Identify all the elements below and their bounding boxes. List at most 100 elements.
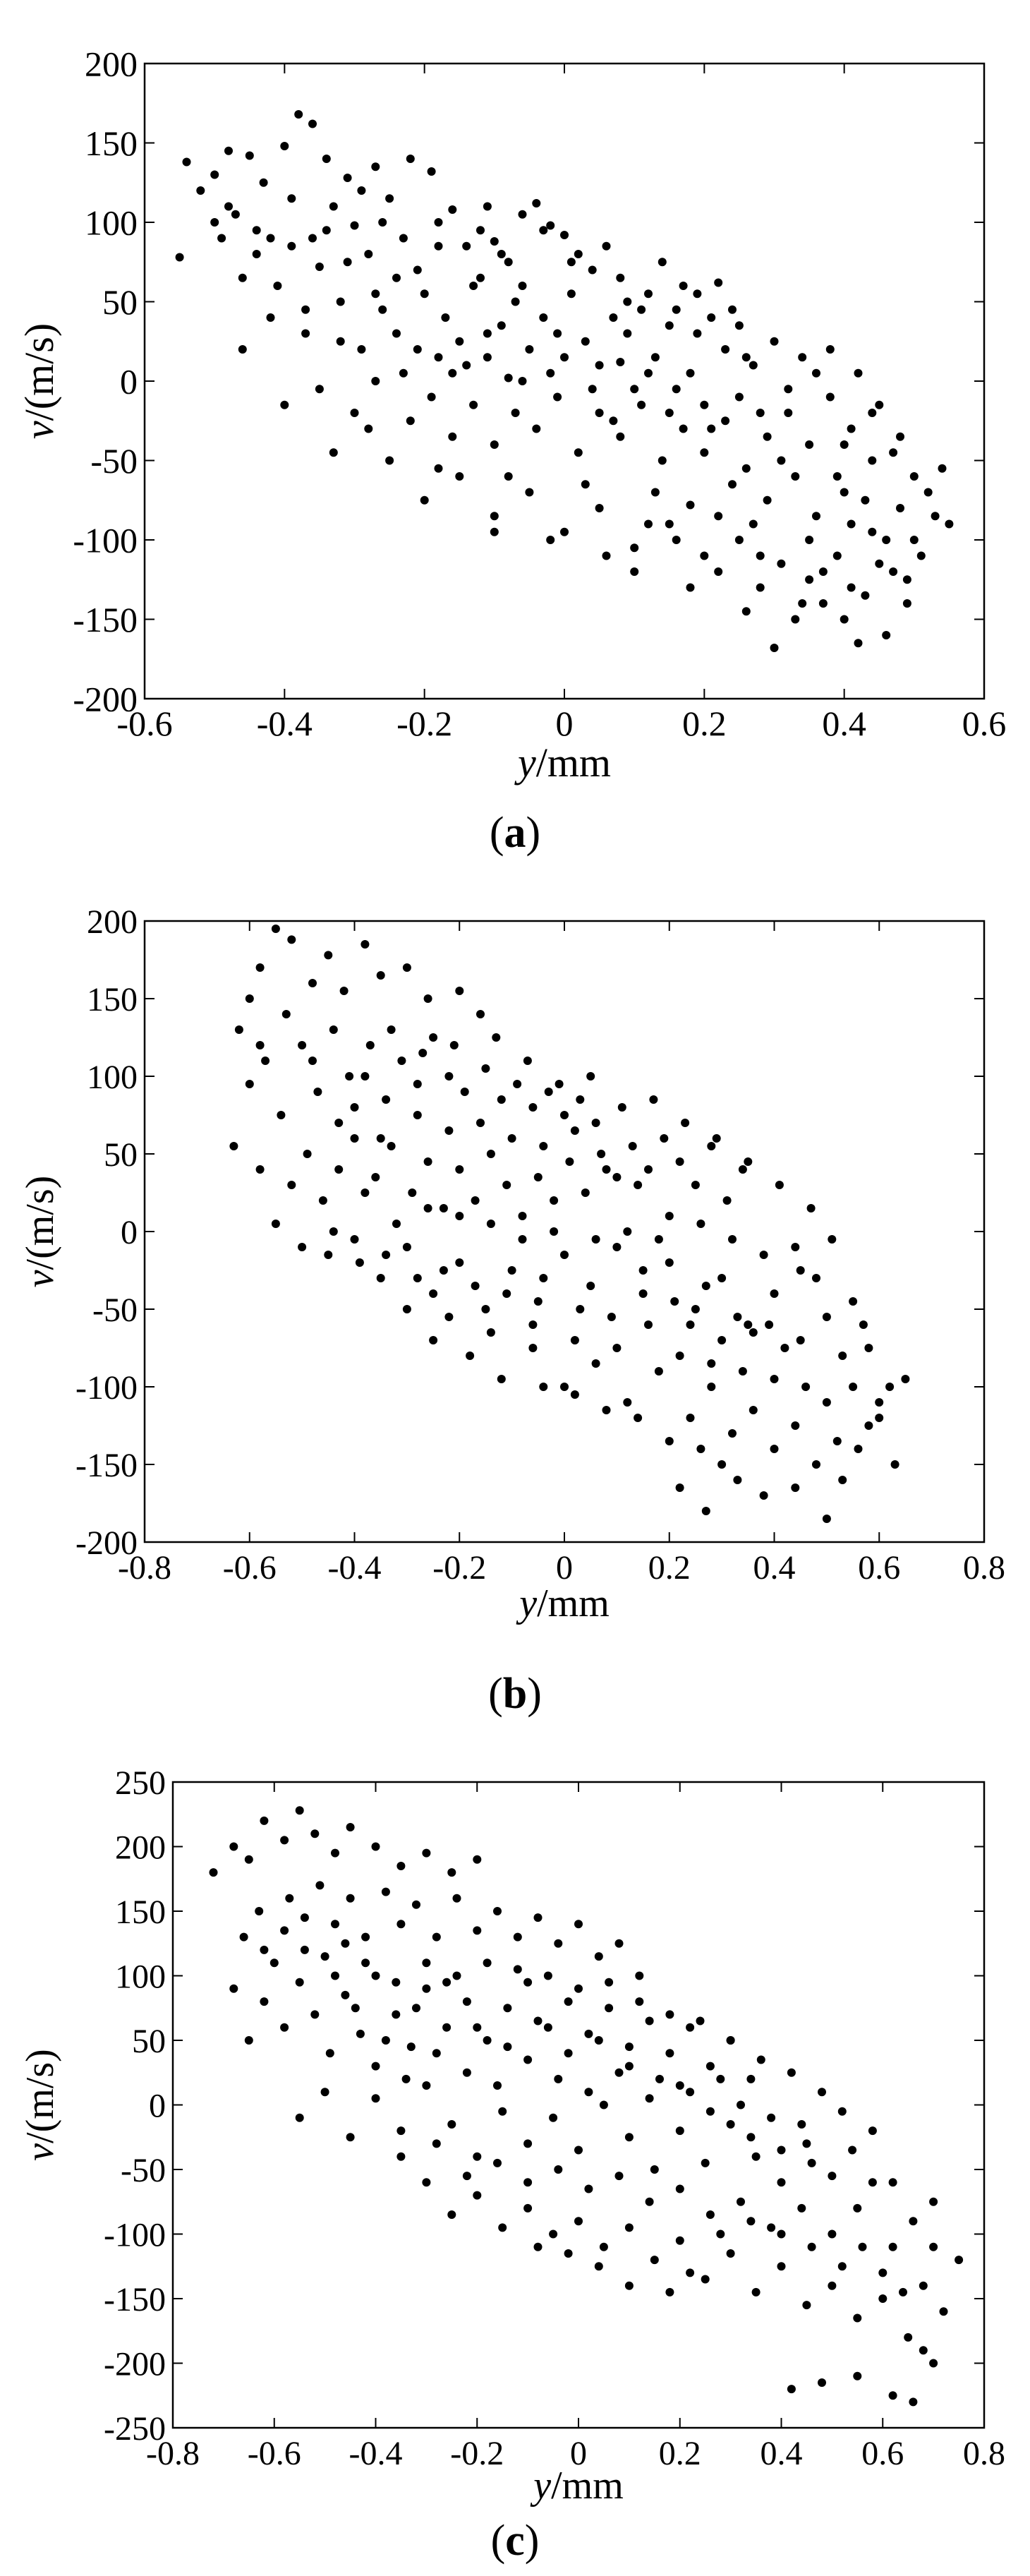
- data-point: [427, 392, 436, 402]
- data-point: [825, 392, 835, 402]
- data-point: [285, 1894, 294, 1903]
- data-point: [245, 994, 254, 1003]
- data-point: [594, 1952, 603, 1961]
- caption-b: (b): [488, 1670, 542, 1718]
- data-point: [518, 1235, 527, 1244]
- data-point: [238, 273, 247, 282]
- data-point: [591, 1359, 600, 1368]
- x-tick-label: 0.8: [963, 1549, 1005, 1587]
- data-point: [546, 536, 555, 544]
- data-point: [658, 258, 667, 267]
- x-tick-label: -0.2: [432, 1549, 486, 1587]
- data-point: [882, 631, 891, 639]
- data-point: [429, 1336, 438, 1344]
- data-point: [602, 551, 611, 560]
- data-point: [497, 250, 506, 258]
- data-point: [701, 1507, 710, 1515]
- data-point: [406, 2042, 416, 2052]
- data-point: [609, 313, 618, 322]
- data-point: [320, 1952, 329, 1961]
- data-point: [560, 1251, 569, 1259]
- data-point: [341, 1990, 350, 1999]
- data-point: [413, 1274, 422, 1282]
- data-point: [931, 512, 940, 521]
- data-point: [775, 1181, 784, 1189]
- data-point: [483, 1958, 492, 1968]
- data-point: [423, 1204, 432, 1212]
- y-axis-label: v/(m/s): [18, 2049, 62, 2161]
- data-point: [847, 424, 856, 433]
- axes-frame: [171, 1781, 986, 2429]
- y-tick-label: 150: [85, 124, 138, 163]
- data-point: [504, 258, 513, 267]
- data-point: [847, 583, 856, 592]
- y-tick-label: 50: [132, 2023, 166, 2060]
- data-point: [712, 1134, 721, 1143]
- data-point: [889, 448, 898, 457]
- data-point: [847, 519, 856, 529]
- data-point: [513, 1932, 522, 1942]
- data-point: [616, 273, 625, 282]
- data-point: [543, 1971, 552, 1980]
- data-point: [644, 519, 653, 529]
- chart-a: -0.6 -0.4 -0.2 0 0.2 0.4 0.6 -200 -150 -100 -50 0 50…: [16, 44, 1006, 786]
- data-point: [413, 345, 422, 354]
- data-point: [507, 1134, 516, 1143]
- data-point: [645, 2016, 654, 2026]
- data-point: [763, 432, 772, 441]
- data-point: [528, 1344, 538, 1352]
- data-point: [717, 1460, 727, 1469]
- data-point: [644, 368, 653, 378]
- y-tick-label: 100: [85, 203, 138, 243]
- data-point: [728, 480, 737, 489]
- data-point: [300, 1913, 309, 1922]
- data-point: [945, 519, 954, 529]
- data-point: [434, 353, 443, 362]
- data-point: [310, 2010, 320, 2019]
- data-point: [777, 2178, 786, 2187]
- data-point: [381, 2036, 390, 2045]
- data-point: [737, 2100, 745, 2109]
- data-point: [513, 1965, 522, 1974]
- data-point: [493, 2158, 502, 2167]
- data-point: [396, 2126, 406, 2136]
- data-point: [665, 519, 674, 529]
- data-point: [462, 1997, 471, 2006]
- data-point: [471, 1196, 480, 1205]
- data-point: [909, 536, 919, 544]
- data-point: [392, 329, 401, 338]
- data-point: [422, 2081, 431, 2090]
- x-tick-label: 0: [556, 1549, 573, 1587]
- data-point: [686, 500, 695, 510]
- data-point: [298, 1243, 307, 1251]
- data-point: [665, 1212, 674, 1220]
- data-point: [466, 1352, 475, 1360]
- data-point: [441, 313, 450, 322]
- data-point: [584, 2088, 593, 2097]
- data-point: [614, 1939, 624, 1948]
- data-point: [649, 1095, 658, 1104]
- data-point: [245, 151, 254, 160]
- data-point: [334, 1119, 344, 1127]
- data-point: [523, 2178, 533, 2187]
- data-point: [849, 1383, 858, 1391]
- data-point: [260, 1816, 269, 1825]
- data-point: [901, 1375, 910, 1383]
- data-point: [584, 2184, 593, 2193]
- data-point: [807, 2242, 816, 2251]
- data-point: [234, 1025, 243, 1034]
- data-point: [840, 440, 849, 449]
- data-point: [533, 1913, 543, 1922]
- data-point: [868, 2178, 877, 2187]
- data-point: [413, 265, 422, 275]
- data-point: [777, 456, 786, 465]
- data-point: [378, 305, 387, 314]
- data-point: [408, 1188, 417, 1197]
- data-point: [533, 1173, 543, 1181]
- data-point: [868, 527, 877, 536]
- caption-c: (c): [490, 2517, 540, 2565]
- data-point: [303, 1150, 312, 1158]
- data-point: [245, 1080, 254, 1088]
- data-point: [350, 409, 359, 417]
- data-point: [812, 368, 820, 378]
